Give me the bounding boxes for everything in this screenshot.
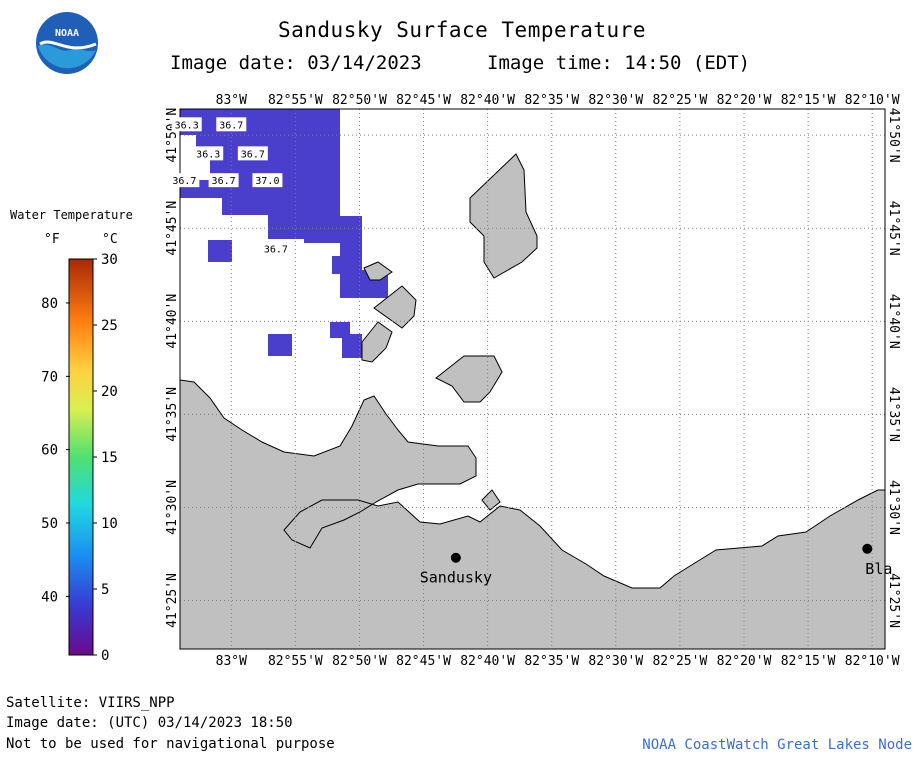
- lon-label-top: 82°40'W: [460, 93, 515, 108]
- lon-label-bottom: 82°55'W: [268, 654, 323, 669]
- temperature-label: 36.7: [208, 173, 239, 188]
- disclaimer: Not to be used for navigational purpose: [6, 736, 335, 752]
- lon-label-top: 82°25'W: [652, 93, 707, 108]
- lon-label-top: 82°10'W: [845, 93, 900, 108]
- legend-c-label: 25: [101, 318, 118, 334]
- noaa-logo: NOAA: [36, 12, 98, 74]
- svg-text:37.0: 37.0: [255, 176, 279, 187]
- image-time: Image time: 14:50 (EDT): [487, 52, 751, 74]
- utc-date: Image date: (UTC) 03/14/2023 18:50: [6, 715, 293, 731]
- legend-f-label: 80: [41, 296, 58, 312]
- lat-label-right: 41°45'N: [886, 201, 901, 256]
- legend-f-label: 50: [41, 516, 58, 532]
- svg-text:36.7: 36.7: [212, 176, 236, 187]
- lon-label-bottom: 82°45'W: [396, 654, 451, 669]
- land-islands: [361, 153, 538, 511]
- logo-text: NOAA: [55, 28, 79, 39]
- lat-label-left: 41°45'N: [165, 201, 180, 256]
- land-mainland: [179, 379, 886, 650]
- lon-label-top: 82°50'W: [332, 93, 387, 108]
- lon-label-bottom: 82°30'W: [588, 654, 643, 669]
- lat-label-left: 41°40'N: [165, 294, 180, 349]
- city-label: Sandusky: [420, 569, 492, 587]
- city-marker: Sandusky: [420, 552, 492, 587]
- lon-label-top: 83°W: [216, 93, 247, 108]
- lon-label-bottom: 82°50'W: [332, 654, 387, 669]
- lon-label-top: 82°55'W: [268, 93, 323, 108]
- image-date: Image date: 03/14/2023: [170, 52, 422, 74]
- graticule: [180, 109, 885, 649]
- svg-text:36.7: 36.7: [219, 120, 243, 131]
- lon-label-bottom: 82°35'W: [524, 654, 579, 669]
- temperature-label: 36.7: [237, 146, 268, 161]
- svg-text:36.3: 36.3: [196, 149, 220, 160]
- lat-label-left: 41°25'N: [165, 573, 180, 628]
- lat-label-right: 41°35'N: [886, 387, 901, 442]
- legend-c-label: 5: [101, 582, 109, 598]
- svg-text:36.7: 36.7: [241, 149, 265, 160]
- lon-label-bottom: 82°20'W: [717, 654, 772, 669]
- legend-c-label: 10: [101, 516, 118, 532]
- lon-label-top: 82°15'W: [781, 93, 836, 108]
- lon-label-top: 82°45'W: [396, 93, 451, 108]
- legend-c-label: 20: [101, 384, 118, 400]
- lat-label-left: 41°50'N: [165, 108, 180, 163]
- temperature-label: 36.3: [171, 117, 202, 132]
- lat-label-left: 41°30'N: [165, 480, 180, 535]
- temperature-label: 36.7: [169, 173, 200, 188]
- lon-label-bottom: 82°25'W: [652, 654, 707, 669]
- city-label: Bla: [865, 560, 892, 578]
- map-frame: [179, 108, 886, 650]
- legend-unit-c: °C: [102, 232, 118, 247]
- page-title: Sandusky Surface Temperature: [277, 18, 646, 42]
- legend-title: Water Temperature: [10, 208, 133, 222]
- temperature-label: 36.7: [260, 241, 291, 256]
- lon-label-bottom: 82°40'W: [460, 654, 515, 669]
- lat-label-right: 41°25'N: [886, 573, 901, 628]
- temperature-map: 83°W 82°55'W 82°50'W 82°45'W 82°40'W 82°35'W 8…: [165, 93, 901, 669]
- legend-f-label: 60: [41, 443, 58, 459]
- temperature-label: 37.0: [252, 173, 283, 188]
- lon-label-bottom: 82°15'W: [781, 654, 836, 669]
- temperature-label: 36.3: [193, 146, 224, 161]
- lon-label-top: 82°30'W: [588, 93, 643, 108]
- water-temperature-pixels: [180, 109, 388, 358]
- legend-f-label: 40: [41, 589, 58, 605]
- svg-text:36.3: 36.3: [175, 120, 199, 131]
- svg-text:36.7: 36.7: [264, 244, 288, 255]
- credit: NOAA CoastWatch Great Lakes Node: [642, 737, 912, 753]
- svg-text:36.7: 36.7: [172, 176, 196, 187]
- lon-label-bottom: 83°W: [216, 654, 247, 669]
- lat-label-left: 41°35'N: [165, 387, 180, 442]
- legend-c-label: 15: [101, 450, 118, 466]
- city-marker: Bla: [862, 543, 892, 578]
- lon-label-top: 82°35'W: [524, 93, 579, 108]
- legend-c-label: 30: [101, 252, 118, 268]
- legend-unit-f: °F: [44, 232, 60, 247]
- lat-label-right: 41°50'N: [886, 108, 901, 163]
- lat-label-right: 41°30'N: [886, 480, 901, 535]
- lat-label-right: 41°40'N: [886, 294, 901, 349]
- legend-f-label: 70: [41, 369, 58, 385]
- temperature-label: 36.7: [216, 117, 247, 132]
- satellite-name: Satellite: VIIRS_NPP: [6, 695, 175, 711]
- lon-label-bottom: 82°10'W: [845, 654, 900, 669]
- lon-label-top: 82°20'W: [717, 93, 772, 108]
- legend-c-label: 0: [101, 648, 109, 664]
- temperature-colorbar: 40 50 60 70 80 0 5 10 15 20 25 30: [41, 252, 118, 664]
